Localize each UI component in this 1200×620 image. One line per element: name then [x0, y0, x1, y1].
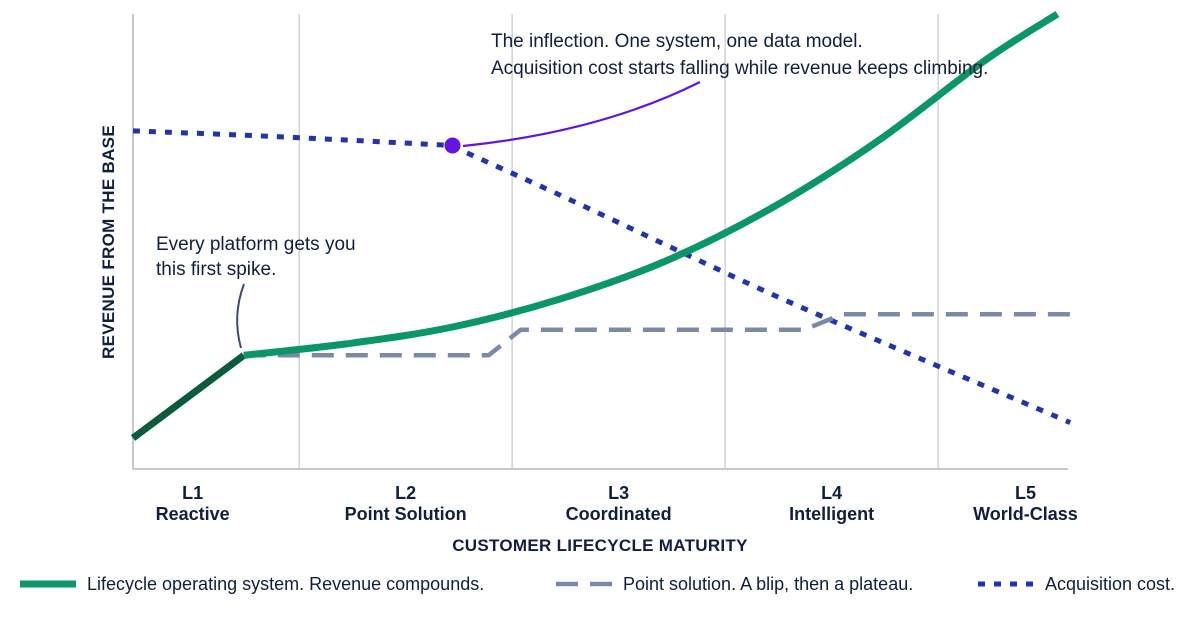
- series-lines: [130, 11, 1072, 441]
- tick-level-label: L1: [182, 483, 203, 503]
- inflection-annotation: The inflection. One system, one data mod…: [491, 31, 988, 79]
- spike-annotation-line-1: Every platform gets you: [156, 234, 356, 255]
- legend: Lifecycle operating system. Revenue comp…: [20, 574, 1175, 594]
- acquisition-cost-line: [132, 128, 453, 148]
- legend-item: Point solution. A blip, then a plateau.: [556, 574, 913, 594]
- annotations: The inflection. One system, one data mod…: [156, 31, 988, 349]
- y-axis-title: REVENUE FROM THE BASE: [99, 125, 118, 359]
- lifecycle-early-line: [130, 352, 246, 441]
- inflection-annotation-line-2: Acquisition cost starts falling while re…: [491, 58, 988, 79]
- tick-level-label: L2: [395, 483, 416, 503]
- legend-label: Lifecycle operating system. Revenue comp…: [87, 574, 484, 594]
- spike-annotation: Every platform gets you this first spike…: [156, 234, 361, 280]
- tick-level-label: L5: [1015, 483, 1036, 503]
- x-axis-title: CUSTOMER LIFECYCLE MATURITY: [452, 536, 748, 555]
- spike-annotation-line-2: this first spike.: [156, 259, 276, 280]
- lifecycle-os-line: [243, 11, 1060, 359]
- tick-stage-label: Point Solution: [345, 504, 467, 524]
- tick-level-label: L4: [821, 483, 842, 503]
- legend-label: Point solution. A blip, then a plateau.: [623, 574, 913, 594]
- grid-lines: [298, 14, 939, 469]
- tick-stage-label: Reactive: [156, 504, 230, 524]
- tick-stage-label: Coordinated: [566, 504, 672, 524]
- spike-annotation-connector: [236, 283, 245, 349]
- point-solution-line: [243, 312, 1071, 358]
- tick-level-label: L3: [608, 483, 629, 503]
- inflection-annotation-connector: [462, 81, 701, 148]
- inflection-point-marker: [444, 137, 461, 154]
- legend-item: Lifecycle operating system. Revenue comp…: [20, 574, 484, 594]
- tick-stage-label: World-Class: [973, 504, 1078, 524]
- acquisition-cost-line: [451, 144, 1072, 425]
- legend-item: Acquisition cost.: [978, 574, 1175, 594]
- inflection-annotation-line-1: The inflection. One system, one data mod…: [491, 31, 863, 52]
- legend-label: Acquisition cost.: [1045, 574, 1175, 594]
- tick-stage-label: Intelligent: [789, 504, 874, 524]
- axes: [132, 14, 1068, 470]
